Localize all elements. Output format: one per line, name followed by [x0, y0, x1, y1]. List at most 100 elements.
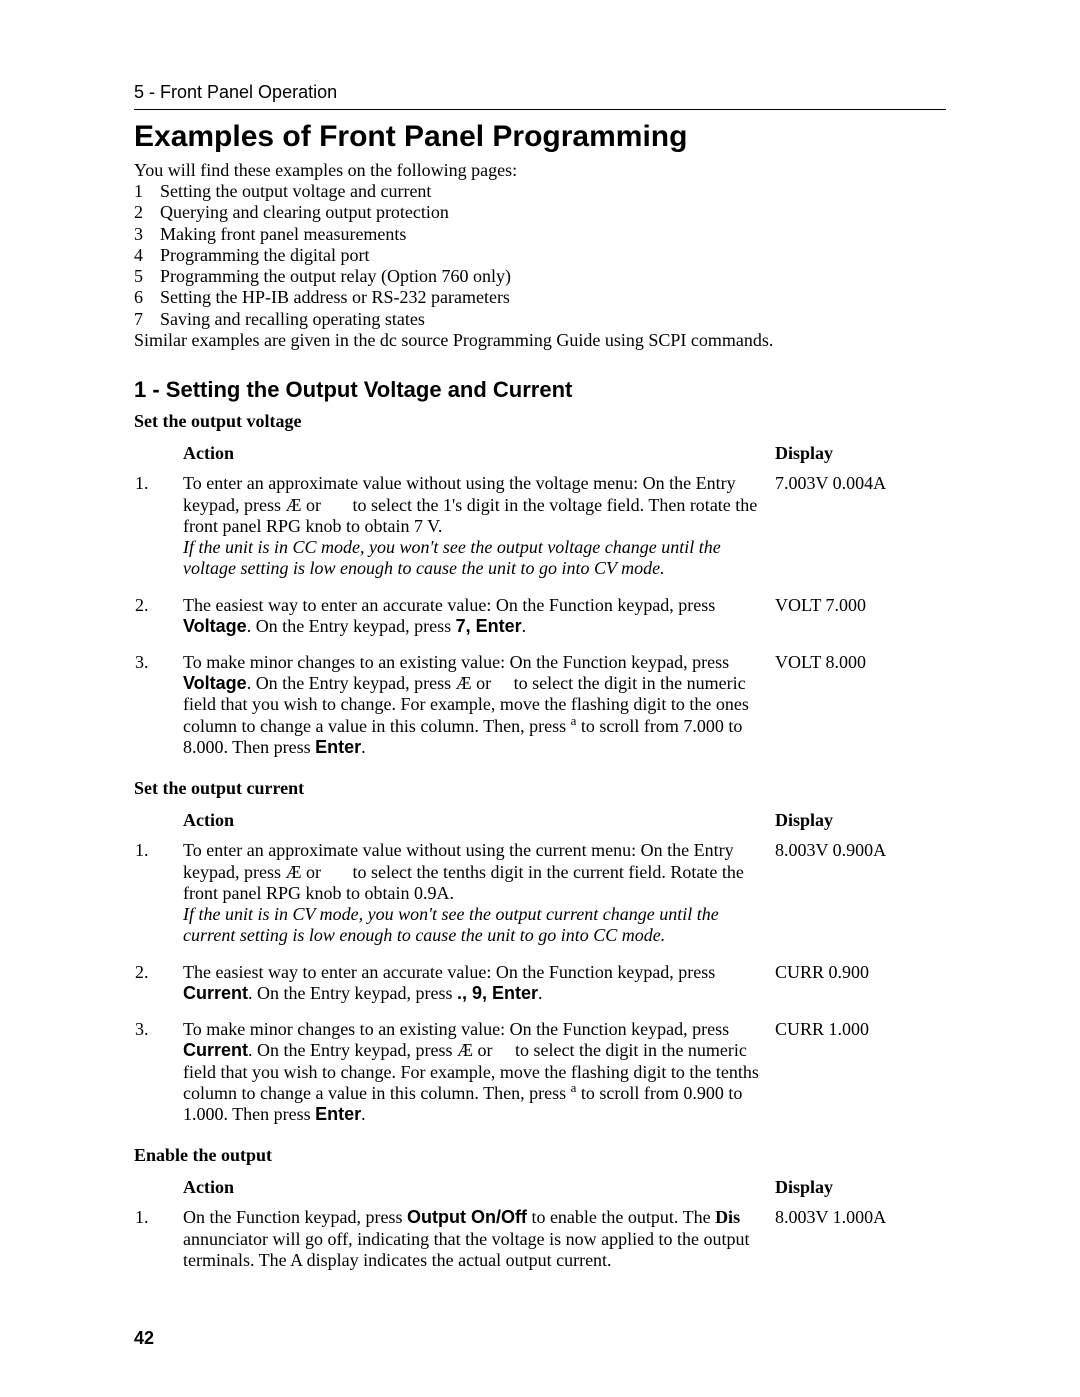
- list-num: 7: [134, 309, 160, 330]
- bold-key: ., 9, Enter: [457, 983, 538, 1003]
- row-action: To enter an approximate value without us…: [182, 839, 774, 960]
- intro-text: You will find these examples on the foll…: [134, 160, 946, 181]
- col-num: [134, 442, 182, 472]
- text: On the Function keypad, press: [183, 1207, 407, 1227]
- list-text: Programming the digital port: [160, 245, 369, 266]
- list-item: 6Setting the HP-IB address or RS-232 par…: [134, 287, 946, 308]
- bold-key: Enter: [315, 737, 361, 757]
- row-display: VOLT 7.000: [774, 594, 946, 651]
- row-num: 3.: [134, 1018, 182, 1139]
- col-num: [134, 1176, 182, 1206]
- row-display: CURR 0.900: [774, 961, 946, 1018]
- bold-key: Dis: [715, 1207, 740, 1227]
- running-head: 5 - Front Panel Operation: [134, 82, 946, 103]
- section-heading: 1 - Setting the Output Voltage and Curre…: [134, 377, 946, 403]
- document-page: 5 - Front Panel Operation Examples of Fr…: [0, 0, 1080, 1397]
- list-text: Setting the output voltage and current: [160, 181, 431, 202]
- current-table: Action Display 1. To enter an approximat…: [134, 809, 946, 1139]
- header-rule: [134, 109, 946, 110]
- text: The easiest way to enter an accurate val…: [183, 595, 715, 615]
- bold-key: Current: [183, 983, 248, 1003]
- table-header-row: Action Display: [134, 442, 946, 472]
- row-num: 1.: [134, 472, 182, 593]
- text: .: [361, 1104, 366, 1124]
- list-num: 4: [134, 245, 160, 266]
- list-text: Querying and clearing output protection: [160, 202, 449, 223]
- page-title: Examples of Front Panel Programming: [134, 120, 946, 154]
- bold-key: Voltage: [183, 616, 247, 636]
- list-item: 5Programming the output relay (Option 76…: [134, 266, 946, 287]
- text: . On the Entry keypad, press: [247, 616, 456, 636]
- after-list-text: Similar examples are given in the dc sou…: [134, 330, 946, 351]
- col-display: Display: [774, 809, 946, 839]
- row-action: The easiest way to enter an accurate val…: [182, 961, 774, 1018]
- list-item: 3Making front panel measurements: [134, 224, 946, 245]
- text: To make minor changes to an existing val…: [183, 652, 729, 672]
- table-row: 1. On the Function keypad, press Output …: [134, 1206, 946, 1285]
- row-display: VOLT 8.000: [774, 651, 946, 772]
- row-display: 8.003V 0.900A: [774, 839, 946, 960]
- text: . On the Entry keypad, press Æ or: [248, 1040, 492, 1060]
- row-action: To make minor changes to an existing val…: [182, 651, 774, 772]
- row-num: 1.: [134, 839, 182, 960]
- bold-key: Current: [183, 1040, 248, 1060]
- bold-key: Output On/Off: [407, 1207, 527, 1227]
- text: To make minor changes to an existing val…: [183, 1019, 729, 1039]
- row-num: 2.: [134, 594, 182, 651]
- list-item: 1Setting the output voltage and current: [134, 181, 946, 202]
- list-num: 1: [134, 181, 160, 202]
- bold-key: 7, Enter: [456, 616, 522, 636]
- row-action: On the Function keypad, press Output On/…: [182, 1206, 774, 1285]
- table-row: 3. To make minor changes to an existing …: [134, 1018, 946, 1139]
- text: .: [538, 983, 543, 1003]
- list-text: Setting the HP-IB address or RS-232 para…: [160, 287, 510, 308]
- italic-note: If the unit is in CV mode, you won't see…: [183, 904, 719, 945]
- text: The easiest way to enter an accurate val…: [183, 962, 715, 982]
- col-display: Display: [774, 442, 946, 472]
- bold-key: Enter: [315, 1104, 361, 1124]
- list-item: 4Programming the digital port: [134, 245, 946, 266]
- row-num: 1.: [134, 1206, 182, 1285]
- list-text: Saving and recalling operating states: [160, 309, 425, 330]
- bold-key: Voltage: [183, 673, 247, 693]
- italic-note: If the unit is in CC mode, you won't see…: [183, 537, 721, 578]
- list-text: Making front panel measurements: [160, 224, 406, 245]
- col-action: Action: [182, 809, 774, 839]
- subheading-enable: Enable the output: [134, 1145, 946, 1166]
- col-action: Action: [182, 1176, 774, 1206]
- table-row: 2. The easiest way to enter an accurate …: [134, 961, 946, 1018]
- page-number: 42: [134, 1328, 154, 1349]
- table-row: 1. To enter an approximate value without…: [134, 472, 946, 593]
- row-display: 8.003V 1.000A: [774, 1206, 946, 1285]
- list-item: 2Querying and clearing output protection: [134, 202, 946, 223]
- table-row: 2. The easiest way to enter an accurate …: [134, 594, 946, 651]
- text: .: [361, 737, 366, 757]
- table-row: 3. To make minor changes to an existing …: [134, 651, 946, 772]
- col-display: Display: [774, 1176, 946, 1206]
- text: . On the Entry keypad, press Æ or: [247, 673, 491, 693]
- enable-table: Action Display 1. On the Function keypad…: [134, 1176, 946, 1285]
- row-action: To make minor changes to an existing val…: [182, 1018, 774, 1139]
- list-text: Programming the output relay (Option 760…: [160, 266, 511, 287]
- row-num: 3.: [134, 651, 182, 772]
- voltage-table: Action Display 1. To enter an approximat…: [134, 442, 946, 772]
- list-num: 2: [134, 202, 160, 223]
- text: .: [522, 616, 527, 636]
- row-num: 2.: [134, 961, 182, 1018]
- table-row: 1. To enter an approximate value without…: [134, 839, 946, 960]
- list-num: 3: [134, 224, 160, 245]
- col-num: [134, 809, 182, 839]
- row-action: To enter an approximate value without us…: [182, 472, 774, 593]
- list-num: 5: [134, 266, 160, 287]
- list-num: 6: [134, 287, 160, 308]
- table-header-row: Action Display: [134, 809, 946, 839]
- text: to enable the output. The: [527, 1207, 715, 1227]
- row-display: CURR 1.000: [774, 1018, 946, 1139]
- col-action: Action: [182, 442, 774, 472]
- text: annunciator will go off, indicating that…: [183, 1229, 750, 1270]
- list-item: 7Saving and recalling operating states: [134, 309, 946, 330]
- row-action: The easiest way to enter an accurate val…: [182, 594, 774, 651]
- row-display: 7.003V 0.004A: [774, 472, 946, 593]
- examples-list: 1Setting the output voltage and current …: [134, 181, 946, 330]
- subheading-voltage: Set the output voltage: [134, 411, 946, 432]
